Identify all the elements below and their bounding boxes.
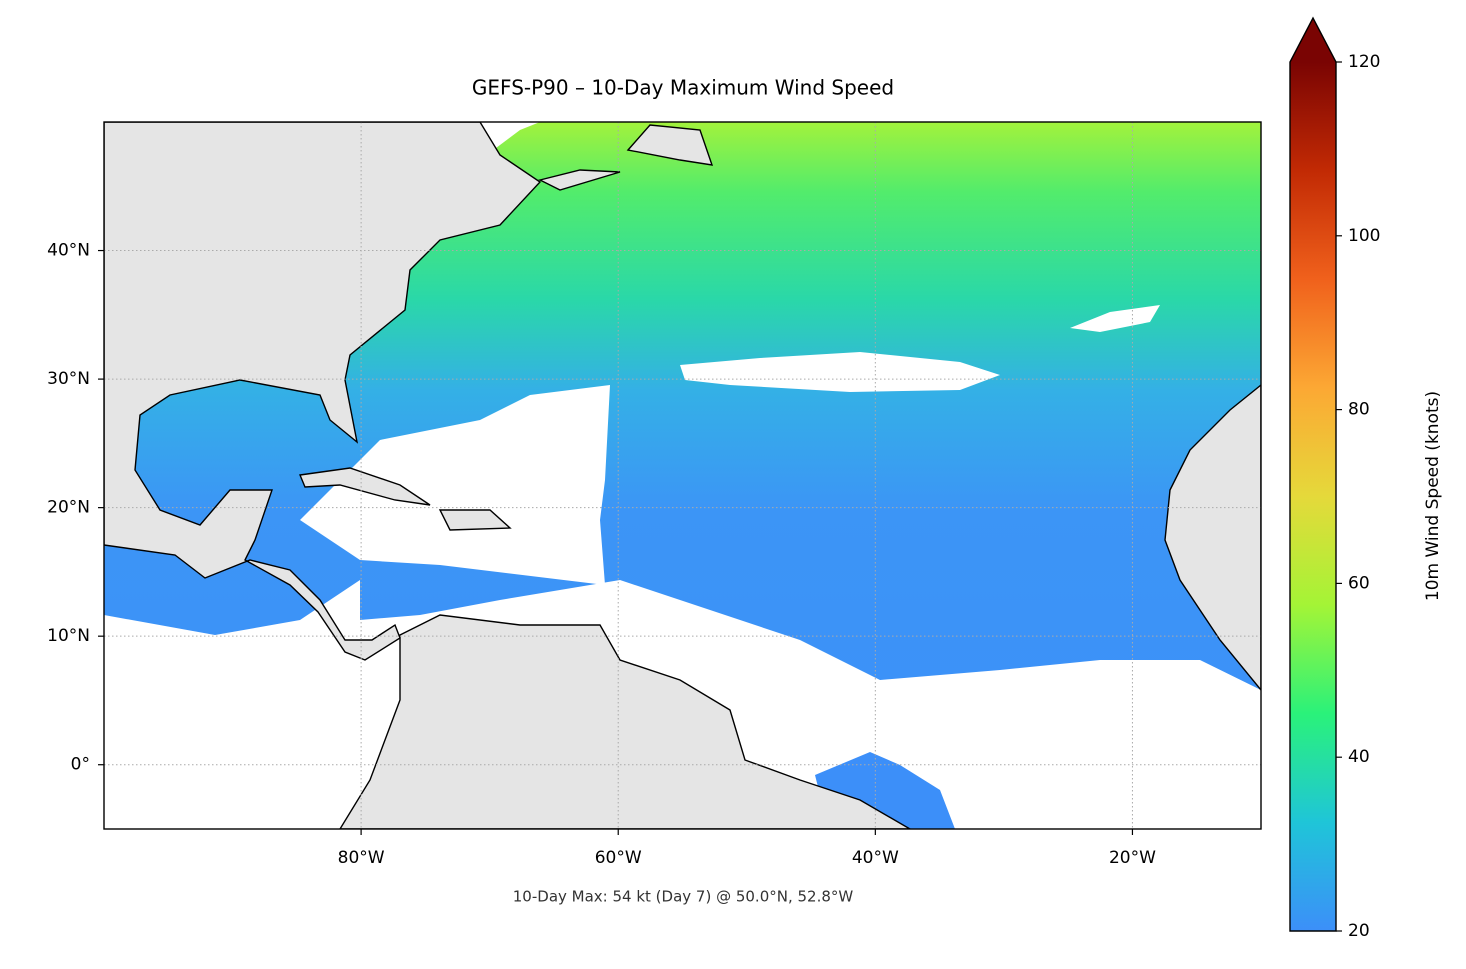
colorbar-tick-label: 20 [1348,921,1370,941]
x-tick-label: 20°W [1109,848,1156,868]
colorbar-scale [1290,62,1336,931]
colorbar-tick-label: 80 [1348,400,1370,420]
colorbar-frame [1289,16,1337,932]
colorbar-extend [1290,18,1336,62]
y-tick-label: 0° [71,755,90,775]
africa [1164,384,1261,692]
south-america [339,614,912,829]
y-tick-label: 40°N [47,241,90,261]
y-tick-label: 30°N [47,369,90,389]
hispaniola [438,509,512,531]
colorbar-tick-label: 40 [1348,747,1370,767]
map-frame [103,121,1262,830]
map [104,122,1261,829]
annotation: 10-Day Max: 54 kt (Day 7) @ 50.0°N, 52.8… [513,888,854,906]
no-data [300,385,610,585]
y-tick-label: 10°N [47,626,90,646]
no-data [1070,305,1160,332]
graticule [104,122,1261,829]
newfoundland [626,124,714,166]
x-tick-label: 80°W [338,848,385,868]
no-data [680,352,1000,392]
nova-scotia [537,169,621,191]
x-tick-label: 40°W [852,848,899,868]
colorbar: 20 40 60 80 100 120 [1289,16,1380,941]
cuba [299,467,431,506]
colorbar-tick-label: 100 [1348,226,1380,246]
colorbar-tick-label: 120 [1348,52,1380,72]
north-america [104,122,542,661]
chart-title: GEFS-P90 – 10-Day Maximum Wind Speed [472,76,894,100]
x-tick-label: 60°W [595,848,642,868]
colorbar-label: 10m Wind Speed (knots) [1423,391,1443,601]
wind-patch [815,752,955,829]
colorbar-tick-label: 60 [1348,573,1370,593]
y-tick-label: 20°N [47,498,90,518]
